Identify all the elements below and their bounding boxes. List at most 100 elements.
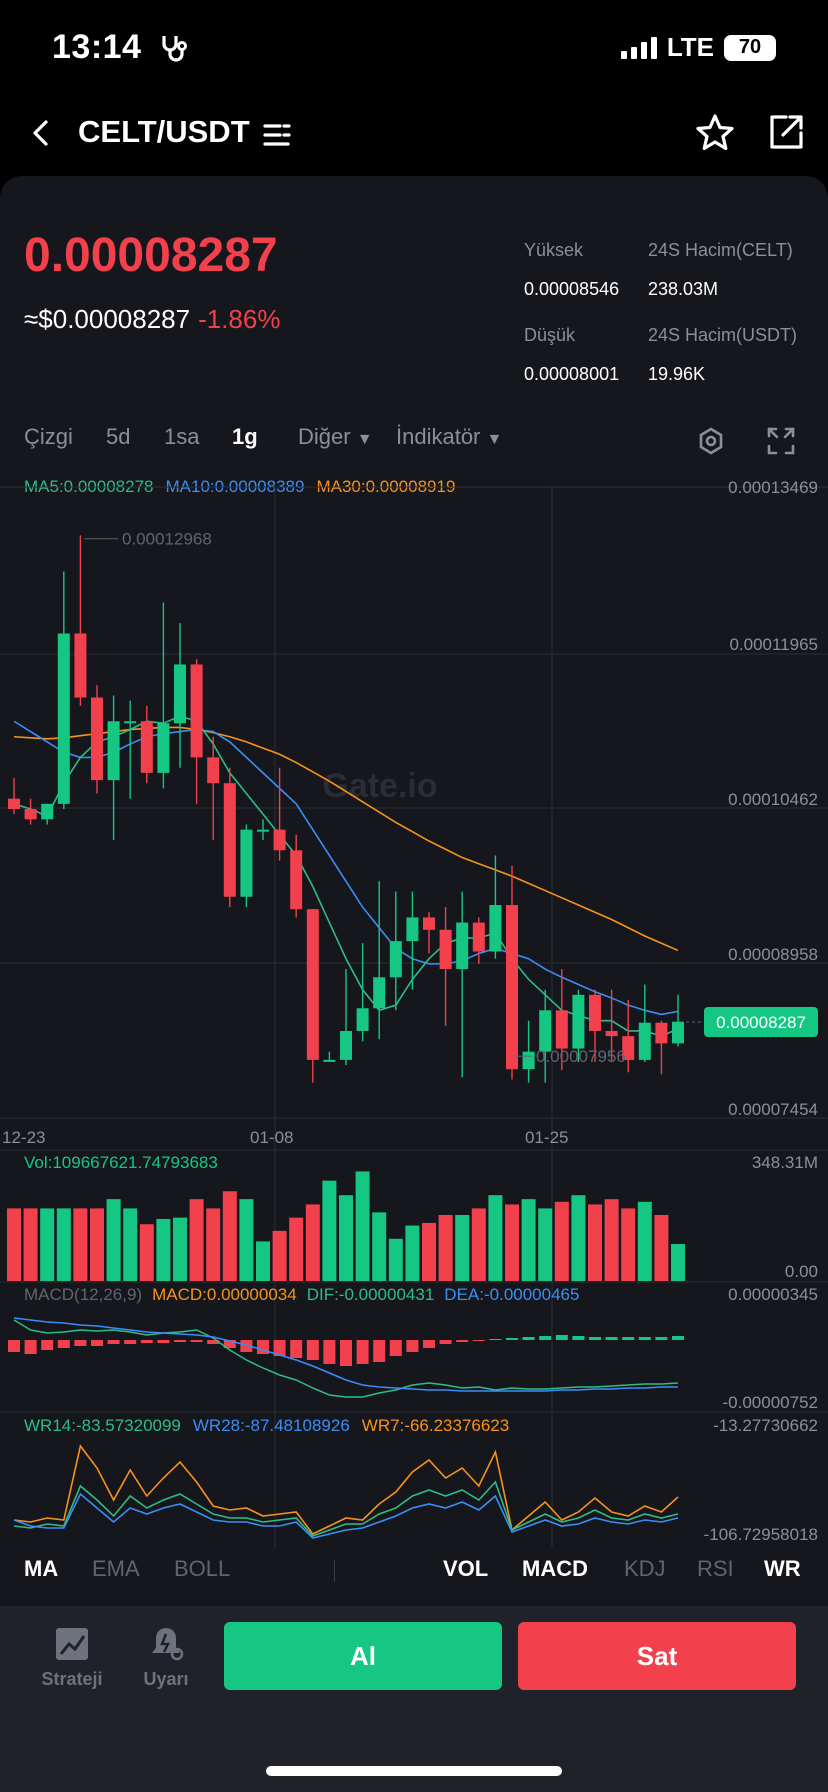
- tab-rsi[interactable]: RSI: [697, 1556, 734, 1581]
- macd-params: MACD(12,26,9): [24, 1285, 143, 1304]
- macd-histogram-bar: [124, 1340, 137, 1344]
- alert-bell-icon: [152, 1628, 184, 1661]
- favorite-star-icon[interactable]: [694, 112, 736, 159]
- alert-button[interactable]: Uyarı: [126, 1624, 206, 1690]
- tab-macd[interactable]: MACD: [522, 1556, 588, 1581]
- candle-body: [638, 1022, 651, 1060]
- volume-bar: [388, 1238, 403, 1281]
- tab-more[interactable]: Diğer ▼: [298, 424, 373, 450]
- candle-body: [8, 798, 20, 810]
- tab-wr[interactable]: WR: [764, 1556, 801, 1581]
- battery-icon: 70: [724, 34, 776, 61]
- candle-body: [389, 941, 402, 978]
- volume-bar: [637, 1201, 652, 1281]
- wr7-line: [13, 1444, 679, 1536]
- macd-histogram-bar: [589, 1337, 601, 1340]
- strategy-button[interactable]: Strateji: [32, 1624, 112, 1690]
- candle-body: [207, 757, 220, 784]
- wr14-line: [13, 1480, 679, 1537]
- tab-vol[interactable]: VOL: [443, 1556, 489, 1581]
- tab-1d[interactable]: 1g: [232, 424, 258, 449]
- network-type: LTE: [666, 32, 714, 62]
- current-price-text: 0.00008287: [716, 1013, 806, 1032]
- candle-body: [290, 850, 303, 910]
- back-icon[interactable]: [28, 118, 54, 153]
- candle-body: [174, 664, 186, 724]
- volume-bar: [405, 1225, 420, 1281]
- macd-histogram-bar: [622, 1337, 635, 1340]
- candle-body: [257, 829, 269, 832]
- volume-bar: [222, 1191, 237, 1281]
- tab-kdj[interactable]: KDJ: [624, 1556, 666, 1581]
- volume-bar: [189, 1199, 204, 1281]
- volume-bar: [40, 1208, 55, 1281]
- divider: [334, 1560, 335, 1582]
- pair-title[interactable]: CELT/USDT: [78, 114, 250, 149]
- tab-1h[interactable]: 1sa: [164, 424, 200, 449]
- vol-quote-label: 24S Hacim(USDT): [648, 325, 798, 345]
- wr14-value: WR14:-83.57320099: [24, 1416, 181, 1435]
- candle-body: [223, 783, 236, 897]
- candle-body: [190, 664, 203, 758]
- macd-histogram-bar: [240, 1340, 253, 1352]
- macd-histogram-bar: [290, 1340, 303, 1358]
- candle-body: [406, 917, 419, 942]
- high-value: 0.00008546: [524, 279, 620, 299]
- tab-boll[interactable]: BOLL: [174, 1556, 231, 1581]
- macd-histogram-bar: [306, 1340, 319, 1360]
- macd-histogram-bar: [174, 1340, 186, 1342]
- macd-histogram-bar: [373, 1340, 386, 1362]
- volume-bar: [521, 1199, 536, 1281]
- volume-bar: [272, 1230, 287, 1281]
- candle-body: [622, 1036, 635, 1060]
- vol-axis-top: 348.31M: [751, 1153, 818, 1172]
- candle-body: [655, 1022, 668, 1044]
- price-change: -1.86%: [198, 304, 281, 334]
- volume-bar: [538, 1208, 553, 1281]
- buy-button[interactable]: Al: [224, 1622, 502, 1690]
- tab-5d[interactable]: 5d: [106, 424, 131, 449]
- pair-menu-icon[interactable]: [262, 120, 292, 155]
- volume-bar: [588, 1204, 602, 1281]
- volume-bar: [90, 1208, 104, 1281]
- volume-bar: [106, 1199, 121, 1281]
- chart-settings-icon[interactable]: [696, 426, 726, 462]
- candle-body: [91, 697, 103, 781]
- ma10-line: [13, 720, 679, 1016]
- macd-axis-bottom: -0.00000752: [722, 1393, 818, 1412]
- volume-bar: [372, 1212, 387, 1281]
- volume-bar: [305, 1204, 320, 1281]
- volume-bar: [671, 1244, 685, 1281]
- macd-histogram-bar: [323, 1340, 336, 1364]
- volume-bar: [73, 1208, 88, 1281]
- tab-ma[interactable]: MA: [24, 1556, 59, 1581]
- volume-bar: [471, 1208, 486, 1281]
- wr28-line: [13, 1492, 679, 1539]
- candle-body: [306, 909, 319, 1060]
- tab-more-label: Diğer: [298, 424, 351, 449]
- strategy-label: Strateji: [41, 1669, 103, 1689]
- macd-histogram-bar: [655, 1337, 668, 1340]
- home-indicator: [266, 1766, 562, 1776]
- volume-bar: [289, 1217, 304, 1281]
- low-marker-label: 0.00007956: [536, 1047, 626, 1066]
- candle-body: [456, 922, 469, 970]
- kline-chart[interactable]: Gate.io 0.00013469 0.00011965 0.00010462 0.…: [0, 462, 828, 1548]
- watermark-text: Gate.io: [322, 767, 437, 805]
- tab-line[interactable]: Çizgi: [24, 424, 73, 449]
- macd-histogram-bar: [456, 1340, 469, 1342]
- tab-ema[interactable]: EMA: [92, 1556, 140, 1581]
- macd-histogram-bar: [406, 1340, 419, 1352]
- sell-button[interactable]: Sat: [518, 1622, 796, 1690]
- share-external-icon[interactable]: [766, 112, 806, 157]
- volume-bar: [621, 1208, 636, 1281]
- price-axis-label: 0.00011965: [729, 635, 818, 654]
- fullscreen-icon[interactable]: [766, 426, 796, 462]
- x-axis-label: 01-25: [525, 1128, 568, 1147]
- approx-usd: ≈$0.00008287: [24, 304, 191, 334]
- volume-bar: [7, 1208, 21, 1281]
- macd-histogram-bar: [223, 1340, 236, 1348]
- tab-indicator[interactable]: İndikatör ▼: [396, 424, 502, 450]
- volume-bar: [455, 1215, 470, 1281]
- candle-body: [522, 1051, 535, 1070]
